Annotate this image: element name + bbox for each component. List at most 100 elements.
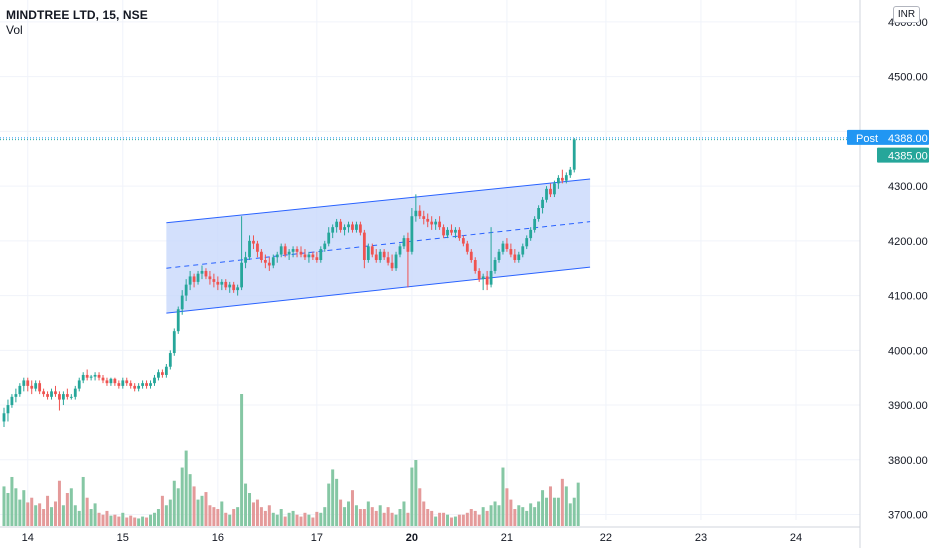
candle-body (307, 254, 311, 258)
y-tick-label: 4000.00 (888, 345, 928, 357)
candle-body (50, 391, 53, 397)
reference-lines (0, 137, 860, 141)
candle-body (533, 218, 537, 230)
volume-bar (85, 497, 89, 526)
candle-body (537, 208, 540, 219)
volume-bar (398, 509, 402, 526)
candle-body (398, 246, 402, 255)
volume-bar (30, 497, 34, 526)
y-tick-label: 4300.00 (888, 181, 928, 193)
candle-body (180, 295, 184, 310)
volume-bar (366, 501, 370, 526)
candle-body (200, 270, 204, 274)
volume-bar (442, 512, 446, 526)
volume-bar (180, 467, 184, 526)
parallel-channel[interactable] (166, 178, 591, 314)
candle-body (295, 249, 299, 252)
volume-bar (18, 499, 22, 526)
volume-bar (576, 482, 580, 526)
candle-body (541, 199, 544, 208)
candle-body (359, 224, 362, 233)
volume-bar (370, 507, 374, 526)
channel-upper-line (166, 178, 591, 224)
candle-body (370, 246, 374, 255)
volume-bar (564, 486, 568, 526)
candle-body (454, 229, 457, 233)
volume-bar (172, 480, 176, 526)
volume-bar (307, 514, 311, 526)
candle-body (263, 260, 267, 263)
candle-body (303, 254, 307, 258)
chart-legend[interactable]: MINDTREE LTD, 15, NSE Vol (6, 8, 148, 38)
volume-bar (343, 507, 347, 526)
volume-bar (489, 505, 493, 526)
volume-bar (446, 514, 450, 526)
candle-body (161, 372, 164, 375)
post-badge (847, 129, 929, 145)
x-tick-label: 16 (212, 532, 224, 544)
candle-body (137, 385, 141, 389)
x-tick-label: 23 (695, 532, 707, 544)
volume-bar (188, 474, 192, 526)
volume-bar (426, 509, 430, 526)
currency-badge[interactable]: INR (893, 6, 920, 23)
candle-body (109, 378, 113, 384)
candle-body (220, 281, 224, 285)
volume-bar (319, 512, 323, 526)
volume-bar (97, 512, 101, 526)
volume-bar (430, 510, 434, 526)
volume-bar (287, 512, 291, 526)
volume-bar (485, 510, 489, 526)
volume-bar (275, 514, 279, 526)
volume-bar (505, 488, 509, 526)
volume-bar (374, 510, 378, 526)
candle-body (58, 394, 61, 400)
volume-bar (295, 514, 299, 526)
volume-bar (354, 505, 358, 526)
volume-bar (477, 514, 481, 526)
volume-bar (149, 514, 153, 526)
candle-body (73, 388, 77, 397)
volume-bar (560, 478, 564, 526)
volume-bar (251, 502, 255, 526)
volume-bar (152, 512, 156, 526)
x-tick-label: 24 (790, 532, 802, 544)
volume-bar (232, 509, 236, 526)
volume-bar (156, 509, 160, 526)
volume-bar (240, 394, 244, 526)
volume-bar (192, 486, 196, 526)
volume-bar (109, 515, 113, 526)
volume-bar (279, 509, 283, 526)
candle-body (85, 374, 89, 378)
volume-bar (533, 507, 537, 526)
candle-body (224, 281, 228, 288)
y-tick-label: 3700.00 (888, 510, 928, 522)
candle-body (153, 377, 156, 384)
candle-body (65, 394, 69, 397)
candle-body (69, 396, 73, 398)
volume-bar (315, 511, 319, 526)
candle-body (97, 374, 101, 378)
volume-bar (568, 503, 572, 526)
volume-bar (263, 510, 267, 526)
candle-body (188, 276, 192, 285)
volume-bar (216, 509, 220, 526)
volume-bar (327, 483, 331, 526)
candle-body (18, 385, 22, 395)
volume-bar (434, 516, 438, 526)
candle-body (101, 377, 105, 381)
candle-body (232, 284, 236, 291)
volume-bar (552, 497, 556, 526)
x-tick-label: 21 (501, 532, 513, 544)
candle-body (291, 249, 295, 252)
candle-body (378, 251, 382, 260)
candle-body (141, 383, 144, 386)
candle-body (382, 251, 386, 258)
volume-bar (141, 516, 145, 526)
volume-bar (291, 510, 295, 526)
candle-body (509, 249, 513, 255)
y-tick-label: 3900.00 (888, 400, 928, 412)
candle-body (406, 238, 410, 252)
